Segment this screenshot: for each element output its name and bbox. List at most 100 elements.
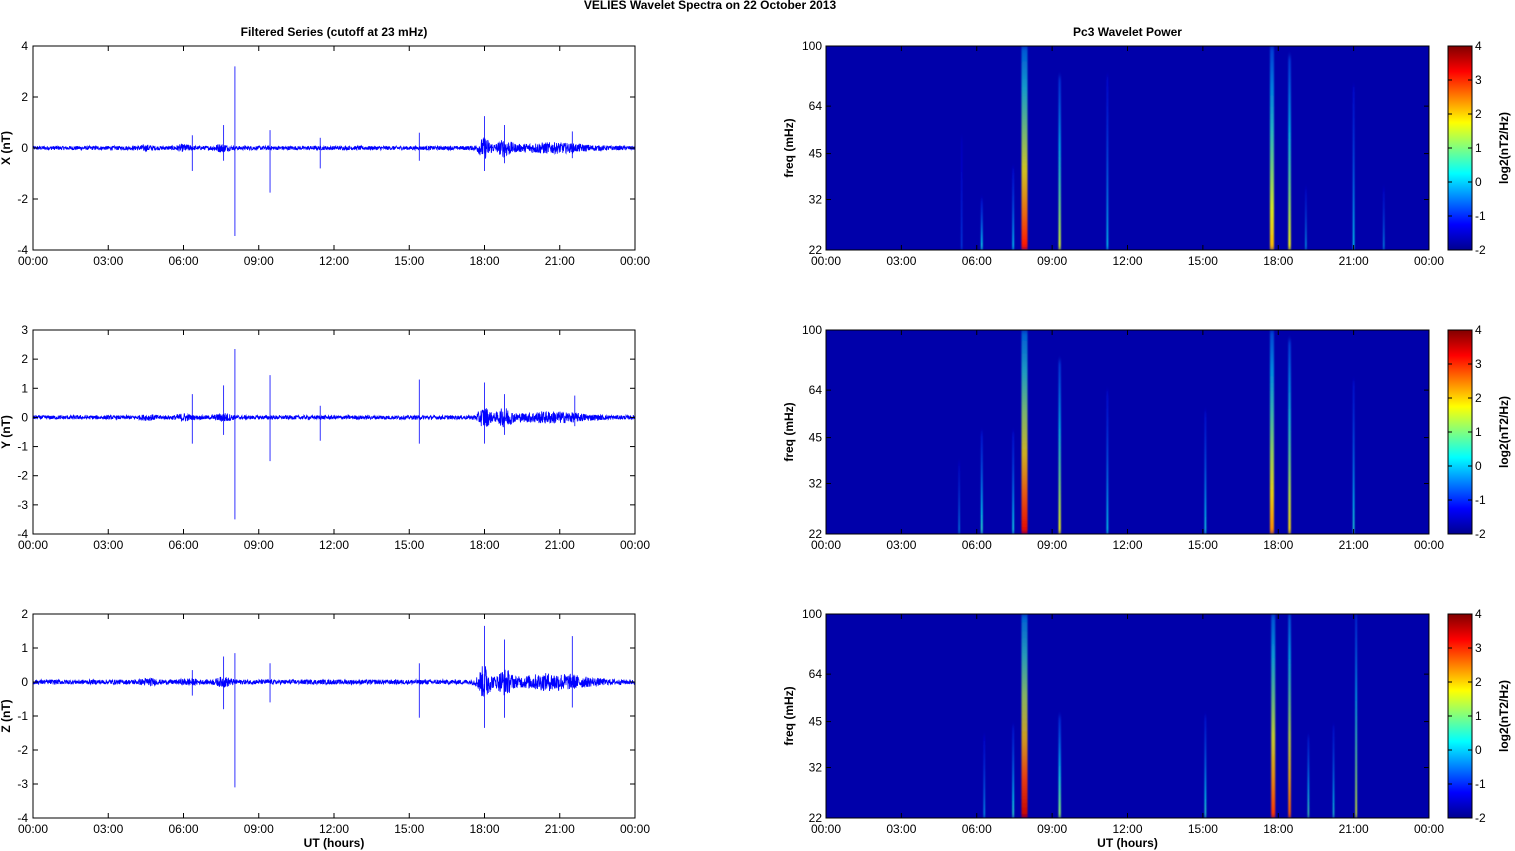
wavelet-streak <box>1204 716 1207 818</box>
wavelet-streak <box>1021 330 1028 534</box>
series-trace <box>32 408 636 428</box>
x-tick-label: 00:00 <box>811 254 841 268</box>
y-tick-label: 32 <box>809 477 823 491</box>
line-panel-ts-x: -4 -2 0 2 4 X (nT) 00:00 03:00 06:00 09:00 12:00 15… <box>0 25 650 268</box>
y-tick-label: -1 <box>17 709 28 723</box>
y-tick-label: 64 <box>809 99 823 113</box>
x-tick-label: 18:00 <box>1263 538 1293 552</box>
x-tick-label: 00:00 <box>1414 822 1444 836</box>
x-tick-label: 21:00 <box>545 254 575 268</box>
colorbar-tick-label: 2 <box>1475 107 1482 121</box>
heatmap-streaks <box>958 330 1355 534</box>
line-panel-ts-y: -4 -3 -2 -1 0 1 2 3 Y (nT) 00:00 03:00 06:00 09:00 12… <box>0 323 650 552</box>
colorbar-tick-label: 2 <box>1475 391 1482 405</box>
wavelet-streak <box>1012 432 1014 534</box>
colorbar-tick-label: -2 <box>1475 527 1486 541</box>
y-tick-label: 45 <box>809 147 823 161</box>
colorbar-tick-label: 1 <box>1475 709 1482 723</box>
x-tick-label: 21:00 <box>545 538 575 552</box>
x-tick-label: 18:00 <box>1263 822 1293 836</box>
y-tick-label: 100 <box>802 39 822 53</box>
x-tick-label: 03:00 <box>886 822 916 836</box>
y-tick-label: 100 <box>802 607 822 621</box>
x-tick-label: 12:00 <box>1112 254 1142 268</box>
wavelet-streak <box>1355 614 1357 818</box>
wavelet-streak <box>1106 391 1109 534</box>
wavelet-streak <box>1106 76 1109 250</box>
x-tick-label: 12:00 <box>1112 538 1142 552</box>
x-tick-label: 00:00 <box>620 822 650 836</box>
figure-title: VELIES Wavelet Spectra on 22 October 201… <box>584 0 837 12</box>
heatmap-panel-wv-1: 22 32 45 64 100 freq (mHz) 00:00 03:00 06:00 09:0… <box>782 25 1444 268</box>
wavelet-streak <box>961 137 963 250</box>
y-tick-label: 2 <box>21 90 28 104</box>
wavelet-streak <box>1021 614 1028 818</box>
wavelet-streak <box>1288 56 1291 250</box>
y-tick-label: 64 <box>809 383 823 397</box>
y-tick-label: 100 <box>802 323 822 337</box>
x-tick-label: 12:00 <box>319 538 349 552</box>
colorbar-tick-label: 3 <box>1475 641 1482 655</box>
colorbar-label: log2(nT2/Hz) <box>1497 680 1511 752</box>
wavelet-streak <box>1352 86 1355 250</box>
colorbar-wv-3: -2 -1 0 1 2 3 4 log2(nT2/Hz) <box>1447 607 1511 825</box>
y-tick-label: 2 <box>21 607 28 621</box>
x-tick-label: 15:00 <box>1188 822 1218 836</box>
x-tick-label: 21:00 <box>545 822 575 836</box>
y-tick-label: -4 <box>17 811 28 825</box>
y-tick-label: 32 <box>809 761 823 775</box>
x-tick-label: 12:00 <box>319 254 349 268</box>
series-trace <box>32 137 636 159</box>
wavelet-streak <box>980 432 983 534</box>
colorbar-tick-label: 0 <box>1475 175 1482 189</box>
x-tick-label: 15:00 <box>1188 254 1218 268</box>
colorbar-label: log2(nT2/Hz) <box>1497 396 1511 468</box>
wavelet-streak <box>1012 168 1014 250</box>
wavelet-streak <box>1288 340 1291 534</box>
x-tick-label: 00:00 <box>811 822 841 836</box>
x-tick-label: 09:00 <box>1037 254 1067 268</box>
wavelet-streak <box>1307 736 1310 818</box>
x-tick-label: 06:00 <box>962 254 992 268</box>
wavelet-streak <box>1271 614 1276 818</box>
y-tick-label: -4 <box>17 243 28 257</box>
y-tick-label: -2 <box>17 469 28 483</box>
y-tick-label: 0 <box>21 141 28 155</box>
x-axis-label: UT (hours) <box>304 836 365 850</box>
colorbar-tick-label: 4 <box>1475 607 1482 621</box>
x-tick-label: 00:00 <box>811 538 841 552</box>
colorbar-tick-label: 0 <box>1475 743 1482 757</box>
wavelet-streak <box>1058 76 1061 250</box>
wavelet-streak <box>983 736 985 818</box>
colorbar-wv-2: -2 -1 0 1 2 3 4 log2(nT2/Hz) <box>1447 323 1511 541</box>
wavelet-streak <box>1383 188 1385 250</box>
y-tick-label: 22 <box>809 243 823 257</box>
y-tick-label: 0 <box>21 410 28 424</box>
y-tick-label: 4 <box>21 39 28 53</box>
wavelet-streak <box>1021 46 1028 250</box>
y-tick-label: -3 <box>17 777 28 791</box>
colorbar-tick-label: 4 <box>1475 323 1482 337</box>
panel-title: Pc3 Wavelet Power <box>1073 25 1182 39</box>
heatmap-background <box>826 330 1429 534</box>
y-tick-label: 1 <box>21 641 28 655</box>
plot-area <box>33 614 635 818</box>
x-tick-label: 00:00 <box>620 254 650 268</box>
colorbar-tick-label: -1 <box>1475 777 1486 791</box>
heatmap-streaks <box>983 614 1357 818</box>
wavelet-streak <box>1352 381 1355 534</box>
x-tick-label: 00:00 <box>1414 538 1444 552</box>
wavelet-streak <box>958 462 960 534</box>
y-tick-label: 22 <box>809 811 823 825</box>
y-tick-label: -3 <box>17 498 28 512</box>
colorbar-tick-label: 4 <box>1475 39 1482 53</box>
y-axis-label: Y (nT) <box>0 415 13 449</box>
wavelet-streak <box>1012 726 1014 818</box>
y-tick-label: 22 <box>809 527 823 541</box>
x-tick-label: 15:00 <box>394 254 424 268</box>
x-tick-label: 00:00 <box>18 254 48 268</box>
y-tick-label: -2 <box>17 192 28 206</box>
wavelet-streak <box>1204 411 1207 534</box>
x-tick-label: 06:00 <box>962 822 992 836</box>
